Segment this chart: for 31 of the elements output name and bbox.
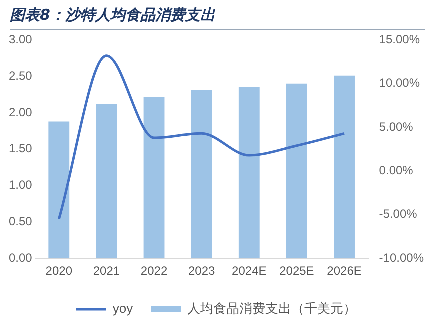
- chart-title: 图表8：沙特人均食品消费支出: [10, 6, 425, 30]
- x-tick-label: 2020: [46, 264, 73, 278]
- y-tick-label: 2.50: [8, 68, 33, 83]
- y2-tick-label: 10.00%: [379, 76, 420, 90]
- x-tick-label: 2022: [140, 264, 168, 278]
- y2-tick-label: 5.00%: [379, 120, 414, 134]
- y-tick-label: 0.00: [8, 250, 33, 265]
- x-tick-label: 2025E: [280, 264, 314, 278]
- x-tick-label: 2024E: [232, 264, 267, 278]
- y-tick-label: 1.50: [8, 142, 33, 156]
- y2-tick-label: -10.00%: [379, 250, 424, 265]
- line-series: [58, 54, 346, 221]
- y-tick-label: 0.50: [8, 214, 33, 229]
- y2-tick-label: 0.00%: [379, 164, 414, 178]
- y2-tick-label: -5.00%: [379, 207, 418, 222]
- bar: [238, 88, 260, 259]
- y2-tick-label: 15.00%: [379, 32, 420, 47]
- x-tick-label: 2026E: [327, 264, 362, 278]
- x-tick-label: 2021: [93, 264, 120, 278]
- y-tick-label: 2.00: [8, 105, 33, 120]
- legend-label: yoy: [112, 301, 134, 316]
- bar: [286, 84, 308, 259]
- x-tick-label: 2023: [188, 264, 216, 278]
- bar: [96, 104, 118, 259]
- bar: [48, 122, 70, 259]
- bar: [334, 76, 355, 259]
- y-tick-label: 3.00: [8, 32, 33, 47]
- bar: [144, 96, 165, 259]
- legend-label: 人均食品消费支出（千美元）: [188, 301, 357, 316]
- bar: [191, 90, 212, 259]
- y-tick-label: 1.00: [8, 178, 33, 192]
